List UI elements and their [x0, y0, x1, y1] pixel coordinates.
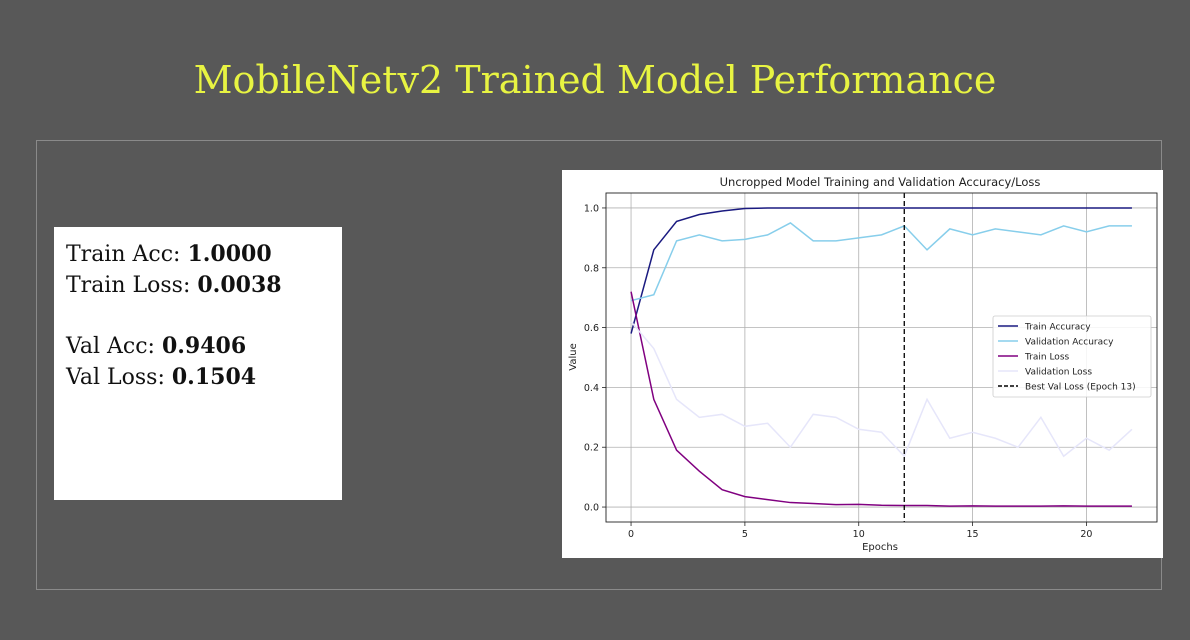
series-line-validation-loss [630, 321, 1133, 458]
series-layer [630, 193, 1133, 522]
train-acc-line: Train Acc: 1.0000 [66, 239, 330, 270]
x-tick-label: 10 [853, 529, 865, 540]
legend-label: Best Val Loss (Epoch 13) [1025, 383, 1136, 393]
val-acc-label: Val Acc: [66, 334, 155, 359]
axes-layer: 0 5 10 15 20 0.0 0.2 0.4 0.6 0.8 1.0 [584, 192, 1158, 540]
x-axis-label: Epochs [862, 542, 898, 553]
val-acc-line: Val Acc: 0.9406 [66, 331, 330, 362]
y-tick-label: 0.6 [584, 323, 599, 334]
chart-title: Uncropped Model Training and Validation … [720, 175, 1041, 189]
slide-title: MobileNetv2 Trained Model Performance [193, 58, 997, 102]
val-acc-value: 0.9406 [161, 333, 247, 359]
x-tick-label: 5 [742, 529, 748, 540]
series-line-train-loss [630, 291, 1132, 507]
legend-label: Train Loss [1024, 353, 1070, 363]
train-loss-line: Train Loss: 0.0038 [66, 270, 330, 301]
legend-label: Validation Loss [1025, 368, 1092, 378]
spacer [66, 301, 330, 331]
val-loss-value: 0.1504 [171, 364, 257, 390]
metrics-summary-box: Train Acc: 1.0000 Train Loss: 0.0038 Val… [54, 227, 342, 500]
y-tick-label: 0.4 [584, 383, 599, 394]
legend: Train Accuracy Validation Accuracy Train L… [992, 315, 1152, 398]
y-axis-label: Value [568, 343, 579, 370]
series-line-train-accuracy [630, 207, 1132, 334]
chart-panel: 0 5 10 15 20 0.0 0.2 0.4 0.6 0.8 1.0 Uncropped Mod… [562, 170, 1163, 558]
legend-label: Train Accuracy [1024, 323, 1091, 333]
x-tick-label: 0 [628, 529, 634, 540]
y-tick-label: 0.2 [584, 443, 599, 454]
val-loss-label: Val Loss: [66, 365, 165, 390]
plot-frame [605, 192, 1158, 523]
x-tick-label: 20 [1080, 529, 1092, 540]
y-tick-label: 1.0 [584, 203, 599, 214]
series-line-validation-accuracy [630, 222, 1132, 302]
train-loss-value: 0.0038 [197, 272, 282, 298]
train-loss-label: Train Loss: [66, 273, 191, 298]
legend-box [992, 315, 1152, 398]
training-chart: 0 5 10 15 20 0.0 0.2 0.4 0.6 0.8 1.0 Uncropped Mod… [568, 175, 1158, 553]
legend-label: Validation Accuracy [1025, 338, 1114, 348]
train-acc-value: 1.0000 [187, 241, 272, 267]
y-tick-label: 0.0 [584, 503, 599, 514]
train-acc-label: Train Acc: [66, 242, 181, 267]
y-tick-label: 0.8 [584, 263, 599, 274]
val-loss-line: Val Loss: 0.1504 [66, 362, 330, 393]
x-tick-label: 15 [967, 529, 979, 540]
